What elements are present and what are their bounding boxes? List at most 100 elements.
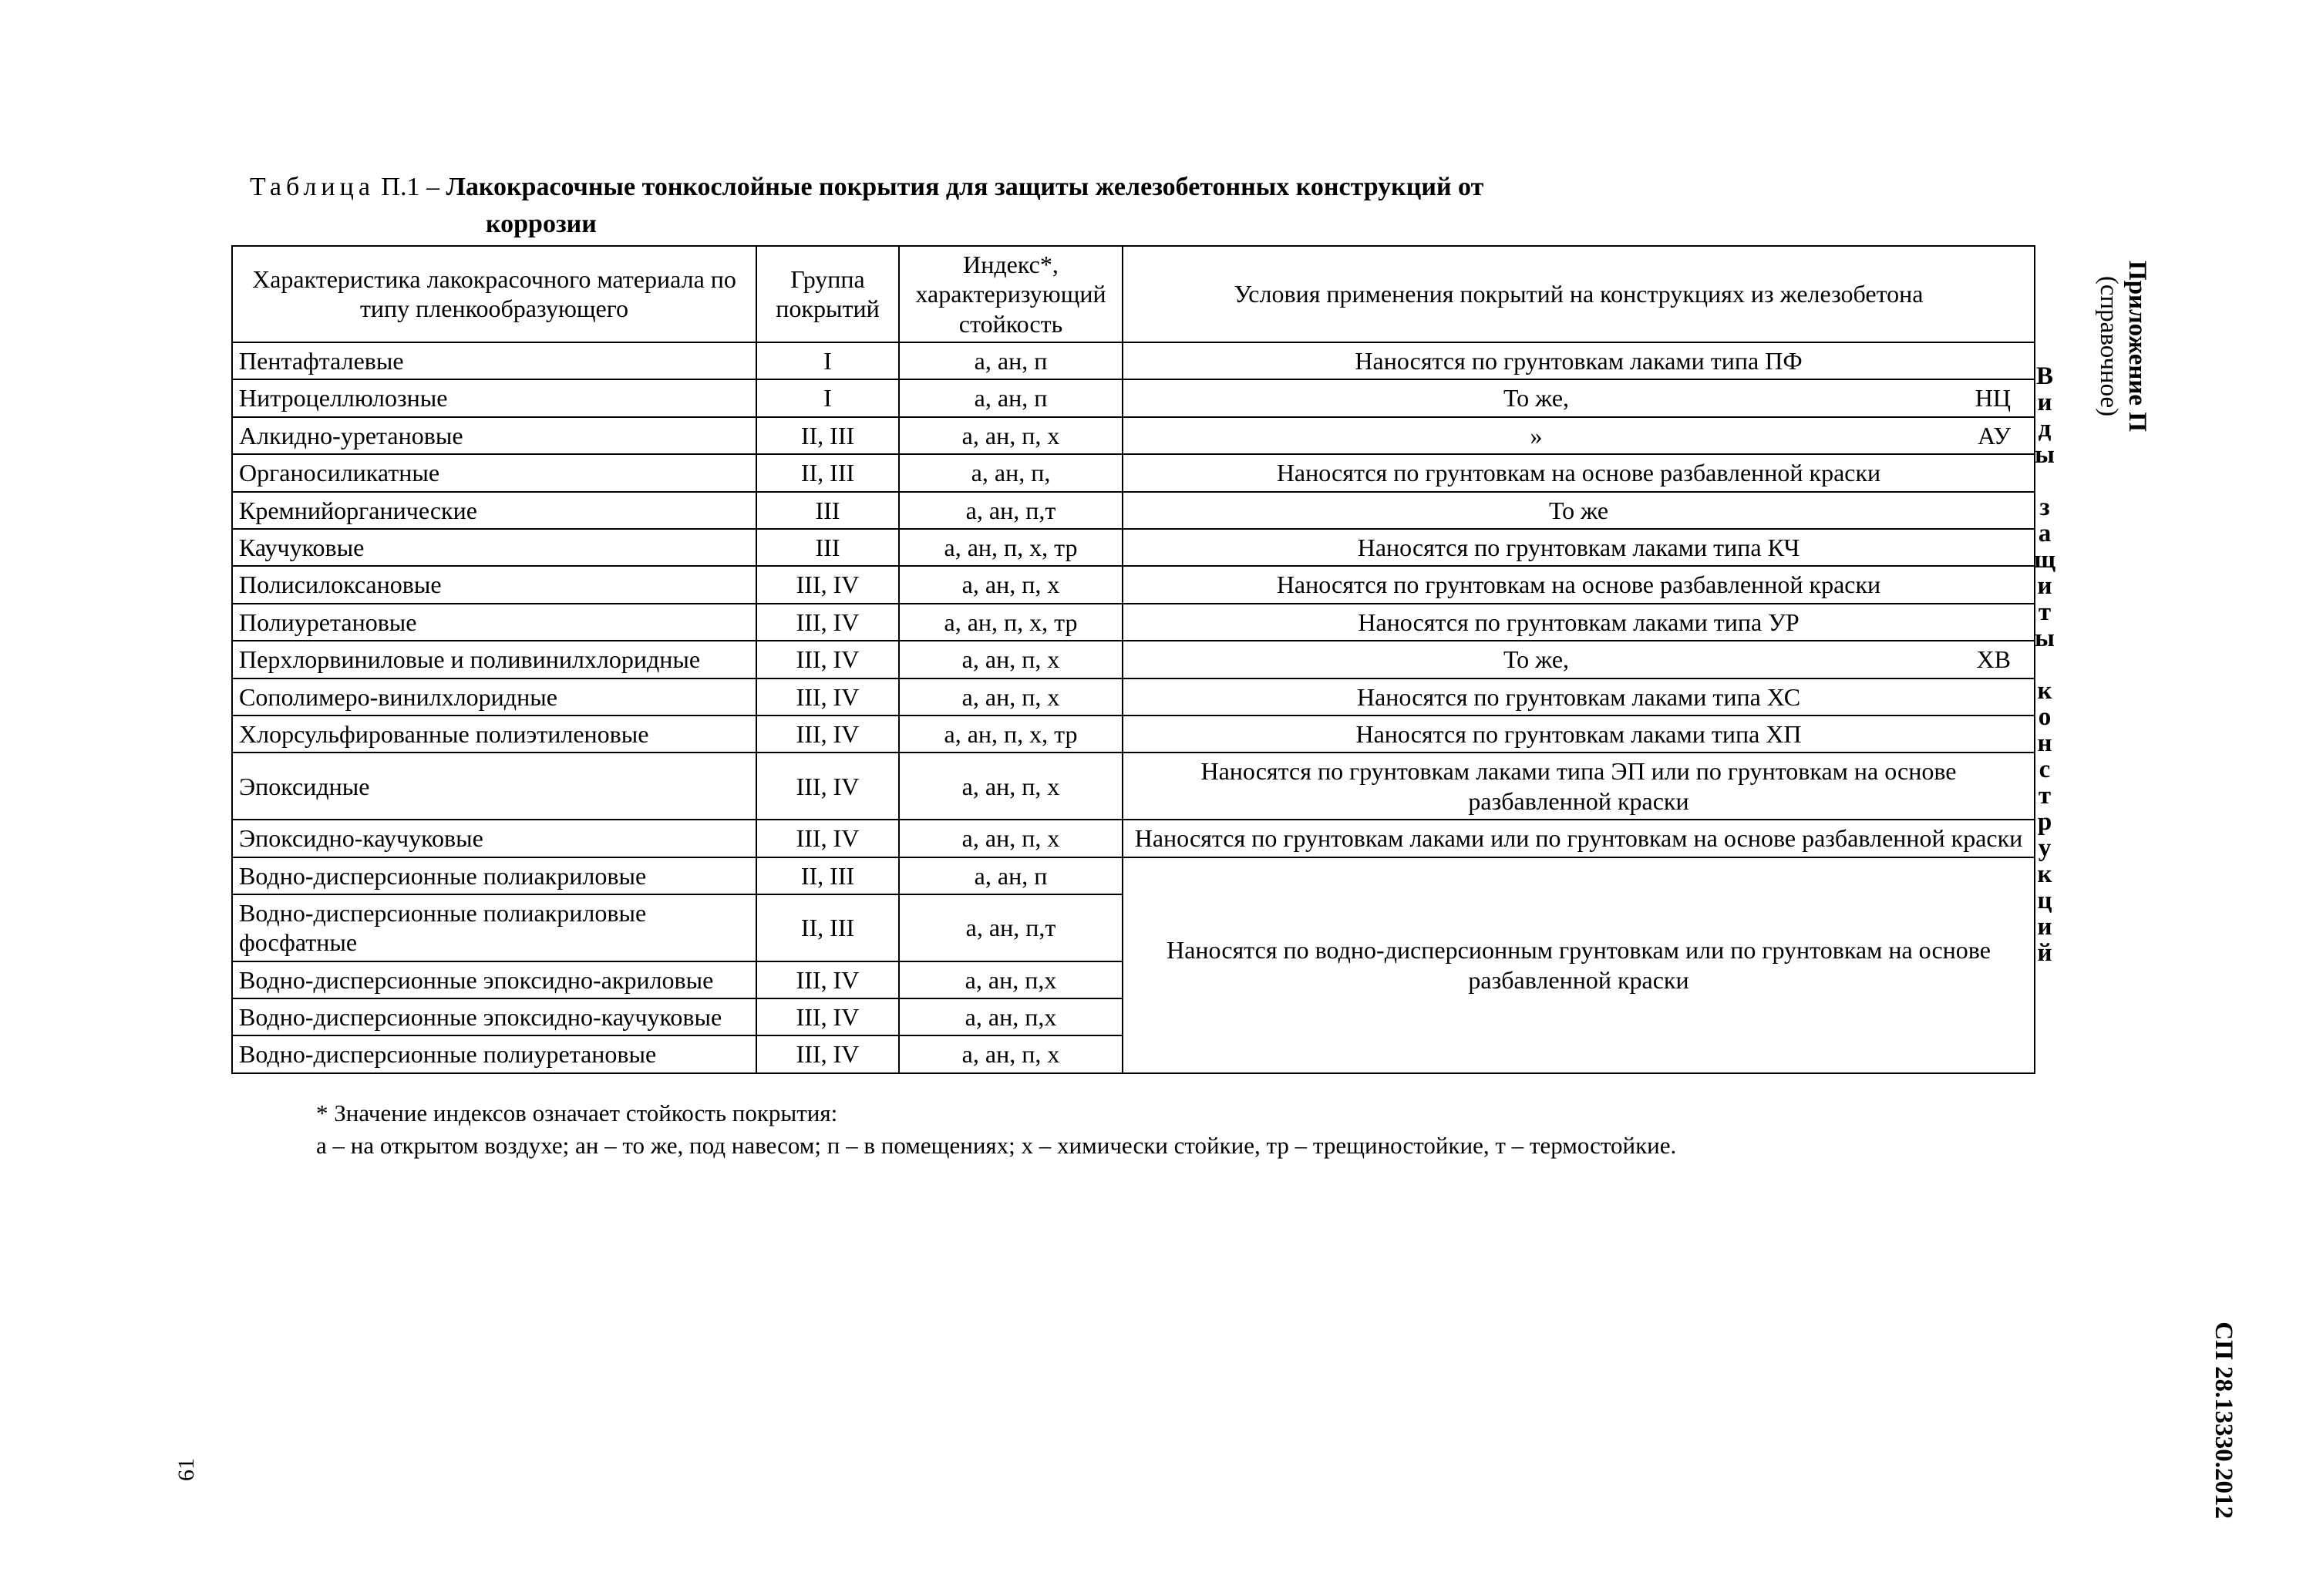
cell-group: III: [756, 492, 899, 529]
side-appendix: Приложение П (справочное): [2094, 261, 2151, 432]
cell-material: Нитроцеллюлозные: [232, 379, 756, 416]
cell-group: III, IV: [756, 604, 899, 641]
cell-index: а, ан, п, х, тр: [899, 716, 1123, 753]
cell-conditions: »АУ: [1123, 417, 2035, 454]
caption-number: П.1: [381, 173, 419, 201]
cell-index: а, ан, п, х: [899, 1035, 1123, 1072]
table-row: ЭпоксидныеIII, IVа, ан, п, хНаносятся по…: [232, 753, 2035, 820]
cell-conditions: Наносятся по грунтовкам лаками или по гр…: [1123, 820, 2035, 857]
footnote: * Значение индексов означает стойкость п…: [231, 1097, 2035, 1162]
cell-material: Водно-дисперсионные эпоксидно-акриловые: [232, 961, 756, 998]
cell-conditions: Наносятся по грунтовкам лаками типа УР: [1123, 604, 2035, 641]
cell-group: III, IV: [756, 678, 899, 716]
cell-index: а, ан, п: [899, 857, 1123, 894]
page-number: 61: [173, 1458, 200, 1481]
cell-conditions: Наносятся по грунтовкам на основе разбав…: [1123, 454, 2035, 491]
cell-index: а, ан, п, х: [899, 820, 1123, 857]
cell-group: III, IV: [756, 961, 899, 998]
cell-group: III, IV: [756, 566, 899, 603]
cell-material: Пентафталевые: [232, 342, 756, 379]
caption-dash: –: [426, 173, 439, 201]
footnote-line1: * Значение индексов означает стойкость п…: [316, 1097, 2035, 1130]
table-row: НитроцеллюлозныеIа, ан, пТо же,НЦ: [232, 379, 2035, 416]
table-row: Хлорсульфированные полиэтиленовыеIII, IV…: [232, 716, 2035, 753]
cell-group: II, III: [756, 454, 899, 491]
cell-material: Кремнийорганические: [232, 492, 756, 529]
cell-index: а, ан, п, х: [899, 753, 1123, 820]
col-header-index: Индекс*, характеризующий стойкость: [899, 246, 1123, 342]
cell-material: Полисилоксановые: [232, 566, 756, 603]
cell-conditions: Наносятся по грунтовкам лаками типа ЭП и…: [1123, 753, 2035, 820]
table-row: Перхлорвиниловые и поливинилхлоридныеIII…: [232, 641, 2035, 678]
appendix-subtitle: (справочное): [2095, 276, 2123, 416]
table-row: Эпоксидно-каучуковыеIII, IVа, ан, п, хНа…: [232, 820, 2035, 857]
table-row: ПолисилоксановыеIII, IVа, ан, п, хНанося…: [232, 566, 2035, 603]
col-header-conditions: Условия применения покрытий на конструкц…: [1123, 246, 2035, 342]
cell-index: а, ан, п,т: [899, 894, 1123, 961]
cell-group: I: [756, 379, 899, 416]
cell-group: II, III: [756, 417, 899, 454]
cell-index: а, ан, п, х: [899, 566, 1123, 603]
cell-material: Полиуретановые: [232, 604, 756, 641]
cell-group: III, IV: [756, 820, 899, 857]
cell-conditions: То же: [1123, 492, 2035, 529]
cell-index: а, ан, п, х: [899, 641, 1123, 678]
cell-material: Хлорсульфированные полиэтиленовые: [232, 716, 756, 753]
cell-group: III, IV: [756, 716, 899, 753]
table-row: Алкидно-уретановыеII, IIIа, ан, п, х»АУ: [232, 417, 2035, 454]
cell-material: Водно-дисперсионные полиакриловые фосфат…: [232, 894, 756, 961]
col-header-group: Группа покрытий: [756, 246, 899, 342]
cell-material: Каучуковые: [232, 529, 756, 566]
document-code: СП 28.13330.2012: [2209, 1322, 2237, 1519]
cell-group: III, IV: [756, 998, 899, 1035]
cell-conditions: Наносятся по грунтовкам лаками типа ХП: [1123, 716, 2035, 753]
cell-material: Органосиликатные: [232, 454, 756, 491]
table-row: КремнийорганическиеIIIа, ан, п,тТо же: [232, 492, 2035, 529]
cell-conditions: Наносятся по грунтовкам лаками типа ХС: [1123, 678, 2035, 716]
side-heading-types: Виды защиты конструкций: [2030, 362, 2059, 965]
cell-group: III, IV: [756, 753, 899, 820]
cell-index: а, ан, п: [899, 379, 1123, 416]
appendix-title: Приложение П: [2123, 261, 2151, 432]
caption-prefix: Таблица: [250, 173, 375, 201]
cell-conditions: То же,ХВ: [1123, 641, 2035, 678]
cell-conditions-merged: Наносятся по водно-дисперсионным грунтов…: [1123, 857, 2035, 1073]
cell-group: I: [756, 342, 899, 379]
cell-index: а, ан, п, х, тр: [899, 604, 1123, 641]
cell-group: III, IV: [756, 641, 899, 678]
cell-conditions: Наносятся по грунтовкам лаками типа ПФ: [1123, 342, 2035, 379]
cell-material: Водно-дисперсионные полиуретановые: [232, 1035, 756, 1072]
cell-conditions: Наносятся по грунтовкам на основе разбав…: [1123, 566, 2035, 603]
table-row: КаучуковыеIIIа, ан, п, х, трНаносятся по…: [232, 529, 2035, 566]
cell-index: а, ан, п, х: [899, 417, 1123, 454]
cell-index: а, ан, п: [899, 342, 1123, 379]
table-row: ОрганосиликатныеII, IIIа, ан, п,Наносятс…: [232, 454, 2035, 491]
cell-index: а, ан, п,х: [899, 961, 1123, 998]
cell-material: Эпоксидно-каучуковые: [232, 820, 756, 857]
table-row: ПентафталевыеIа, ан, пНаносятся по грунт…: [232, 342, 2035, 379]
col-header-material: Характеристика лакокрасочного материала …: [232, 246, 756, 342]
cell-group: II, III: [756, 857, 899, 894]
coatings-table: Характеристика лакокрасочного материала …: [231, 245, 2035, 1074]
cell-index: а, ан, п, х: [899, 678, 1123, 716]
cell-material: Перхлорвиниловые и поливинилхлоридные: [232, 641, 756, 678]
cell-material: Водно-дисперсионные эпоксидно-каучуковые: [232, 998, 756, 1035]
table-row: Сополимеро-винилхлоридныеIII, IVа, ан, п…: [232, 678, 2035, 716]
table-header-row: Характеристика лакокрасочного материала …: [232, 246, 2035, 342]
cell-conditions: То же,НЦ: [1123, 379, 2035, 416]
caption-title-line2: коррозии: [231, 210, 2035, 239]
cell-material: Сополимеро-винилхлоридные: [232, 678, 756, 716]
table-caption: Таблица П.1 – Лакокрасочные тонкослойные…: [231, 170, 2035, 205]
cell-group: III, IV: [756, 1035, 899, 1072]
cell-group: II, III: [756, 894, 899, 961]
cell-material: Эпоксидные: [232, 753, 756, 820]
footnote-line2: а – на открытом воздухе; ан – то же, под…: [316, 1130, 2035, 1162]
table-row: Водно-дисперсионные полиакриловыеII, III…: [232, 857, 2035, 894]
cell-material: Водно-дисперсионные полиакриловые: [232, 857, 756, 894]
cell-group: III: [756, 529, 899, 566]
cell-index: а, ан, п,х: [899, 998, 1123, 1035]
table-row: ПолиуретановыеIII, IVа, ан, п, х, трНано…: [232, 604, 2035, 641]
cell-index: а, ан, п,т: [899, 492, 1123, 529]
caption-title-line1: Лакокрасочные тонкослойные покрытия для …: [446, 173, 1483, 201]
cell-index: а, ан, п,: [899, 454, 1123, 491]
